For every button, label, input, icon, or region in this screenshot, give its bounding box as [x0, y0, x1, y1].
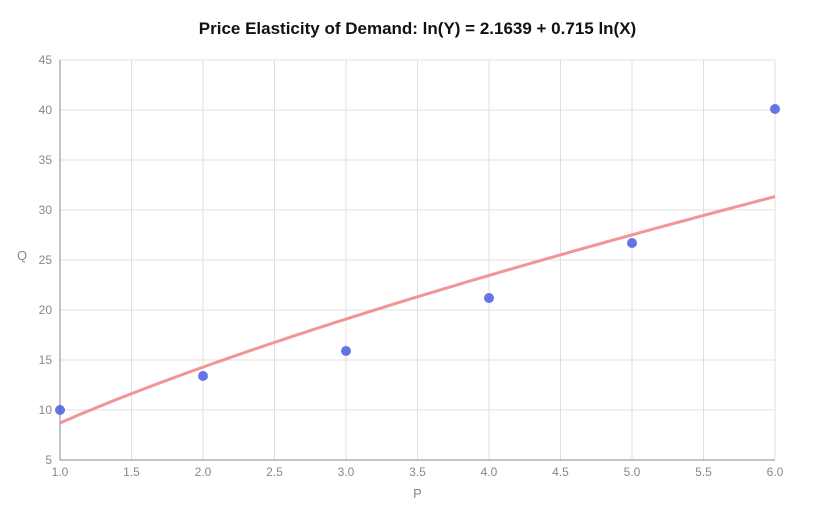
x-tick-label: 1.0	[52, 465, 69, 479]
scatter-point	[627, 238, 637, 248]
y-tick-label: 15	[39, 353, 53, 367]
y-tick-label: 40	[39, 103, 53, 117]
y-tick-label: 35	[39, 153, 53, 167]
scatter-point	[484, 293, 494, 303]
scatter-point	[55, 405, 65, 415]
x-tick-label: 2.0	[195, 465, 212, 479]
x-tick-label: 1.5	[123, 465, 140, 479]
y-tick-label: 5	[45, 453, 52, 467]
x-tick-label: 4.0	[481, 465, 498, 479]
x-tick-label: 6.0	[767, 465, 784, 479]
elasticity-chart: 1.0 1.5 2.0 2.5 3.0 3.5 4.0 4.5 5.0 5.5 6.0 5 10 15 20…	[0, 0, 829, 508]
y-axis-label: Q	[17, 248, 27, 263]
x-tick-label: 4.5	[552, 465, 569, 479]
x-tick-label: 5.0	[624, 465, 641, 479]
x-axis-label: P	[413, 486, 422, 501]
x-tick-label: 2.5	[266, 465, 283, 479]
x-tick-label: 3.5	[409, 465, 426, 479]
y-tick-label: 30	[39, 203, 53, 217]
chart-container: 1.0 1.5 2.0 2.5 3.0 3.5 4.0 4.5 5.0 5.5 6.0 5 10 15 20…	[0, 0, 829, 508]
x-tick-label: 5.5	[695, 465, 712, 479]
y-tick-label: 25	[39, 253, 53, 267]
scatter-point	[198, 371, 208, 381]
scatter-point	[341, 346, 351, 356]
y-tick-label: 20	[39, 303, 53, 317]
x-tick-label: 3.0	[338, 465, 355, 479]
scatter-point	[770, 104, 780, 114]
chart-title: Price Elasticity of Demand: ln(Y) = 2.16…	[199, 19, 636, 38]
y-tick-label: 10	[39, 403, 53, 417]
y-tick-label: 45	[39, 53, 53, 67]
